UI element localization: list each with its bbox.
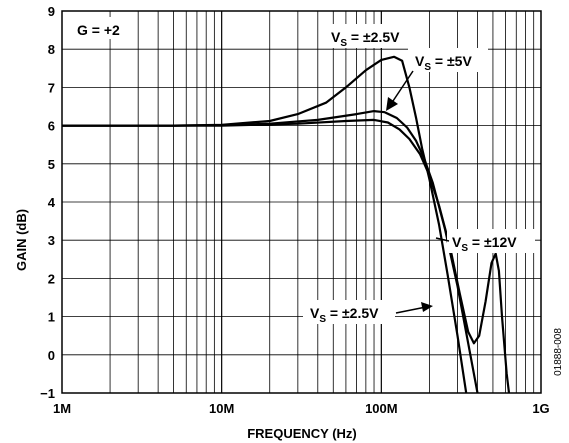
label-12v-pointer <box>435 237 450 242</box>
y-tick-label: 4 <box>48 195 56 210</box>
x-tick-label: 1M <box>53 401 71 416</box>
y-tick-label: 2 <box>48 271 55 286</box>
series-lines <box>62 55 511 394</box>
x-tick-label: 10M <box>209 401 234 416</box>
y-tick-label: 9 <box>48 4 55 19</box>
gain-setting-box <box>64 17 124 39</box>
figure-id: 01888-008 <box>553 328 564 376</box>
x-tick-label: 1G <box>532 401 549 416</box>
y-tick-labels: −1 0 1 2 3 4 5 6 7 8 9 <box>40 4 56 401</box>
y-tick-label: 5 <box>48 157 55 172</box>
y-axis-title: GAIN (dB) <box>14 209 29 271</box>
x-axis-title: FREQUENCY (Hz) <box>247 426 357 441</box>
y-tick-label: 8 <box>48 42 55 57</box>
label-12v-box <box>447 229 535 253</box>
y-tick-label: 7 <box>48 80 55 95</box>
label-25v-bottom: VS = ±2.5V <box>310 305 379 325</box>
label-25v-top: VS = ±2.5V <box>331 29 400 49</box>
label-25v-bottom-arrowhead <box>421 302 433 312</box>
label-25v-top-box <box>325 24 411 48</box>
y-tick-label: 0 <box>48 348 55 363</box>
label-25v-bottom-box <box>303 300 395 324</box>
gain-setting-label: G = +2 <box>77 22 120 38</box>
y-tick-label: 1 <box>48 310 55 325</box>
series-line-3 <box>62 118 511 394</box>
label-12v: VS = ±12V <box>452 234 517 254</box>
label-5v-arrowhead <box>386 97 398 111</box>
y-tick-label: 6 <box>48 119 55 134</box>
series-line-1 <box>62 55 468 394</box>
label-5v: VS = ±5V <box>415 53 472 73</box>
y-tick-label: 3 <box>48 233 55 248</box>
label-25v-bottom-pointer <box>395 306 427 314</box>
plot-frame <box>61 10 542 394</box>
x-tick-label: 100M <box>365 401 398 416</box>
x-tick-labels: 1M 10M 100M 1G <box>53 401 550 416</box>
y-tick-label: −1 <box>40 386 55 401</box>
label-5v-box <box>408 48 488 72</box>
grid-lines <box>62 11 541 393</box>
label-5v-pointer <box>390 70 414 105</box>
